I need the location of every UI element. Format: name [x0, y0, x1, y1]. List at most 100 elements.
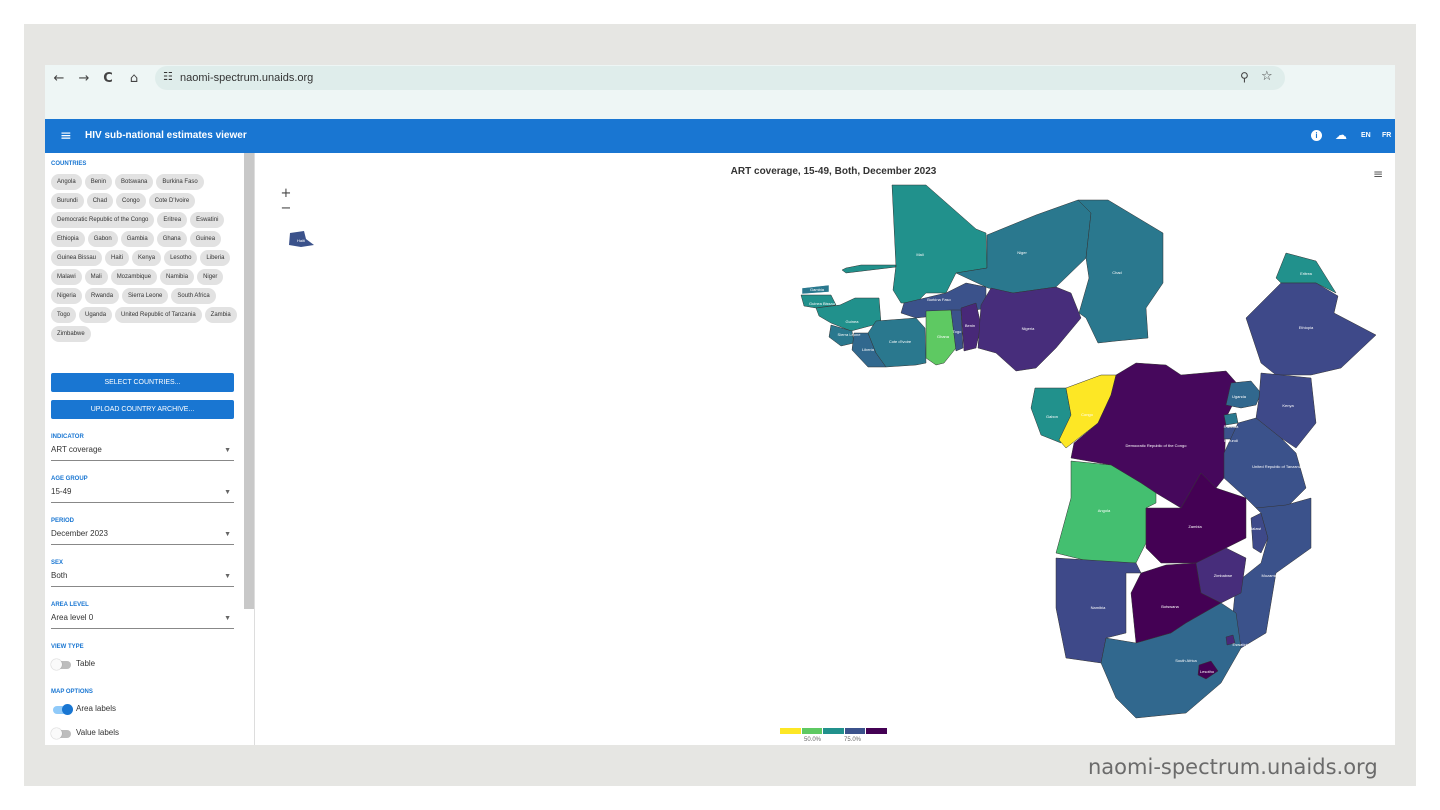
label-ghana: Ghana [937, 334, 950, 339]
label-haiti: Haiti [297, 238, 305, 243]
country-gambia[interactable] [801, 284, 830, 295]
label-angola: Angola [1098, 508, 1111, 513]
forward-icon[interactable]: → [78, 71, 90, 86]
country-chad[interactable] [1077, 199, 1164, 344]
country-chip[interactable]: Mozambique [110, 269, 158, 285]
country-zambia[interactable] [1145, 472, 1247, 564]
chevron-down-icon: ▼ [224, 531, 231, 538]
label-guinea: Guinea [846, 319, 860, 324]
country-lesotho[interactable] [1197, 660, 1219, 680]
country-sierra-leone[interactable] [828, 324, 855, 347]
period-select[interactable]: December 2023 ▼ [51, 529, 234, 545]
select-countries-button[interactable]: SELECT COUNTRIES... [51, 373, 234, 392]
country-benin[interactable] [960, 302, 982, 352]
label-guinea-bissau: Guinea Bissau [809, 301, 835, 306]
country-chip[interactable]: Burundi [51, 193, 84, 209]
country-chip[interactable]: Rwanda [85, 288, 120, 304]
area-level-select[interactable]: Area level 0 ▼ [51, 613, 234, 629]
language-en-button[interactable]: EN [1361, 132, 1371, 139]
app-title: HIV sub-national estimates viewer [85, 130, 247, 141]
url-text[interactable]: naomi-spectrum.unaids.org [180, 72, 314, 84]
browser-toolbar: ← → C ⌂ ☷ naomi-spectrum.unaids.org ⚲ ☆ [45, 65, 1395, 119]
area-labels-toggle[interactable] [53, 704, 73, 715]
country-chip[interactable]: United Republic of Tanzania [115, 307, 202, 323]
country-chip[interactable]: Haiti [105, 250, 130, 266]
country-chip[interactable]: South Africa [171, 288, 216, 304]
back-icon[interactable]: ← [53, 71, 65, 86]
label-botswana: Botswana [1161, 604, 1179, 609]
country-chip[interactable]: Malawi [51, 269, 82, 285]
address-bar[interactable]: ☷ naomi-spectrum.unaids.org ⚲ ☆ [155, 66, 1285, 90]
label-nigeria: Nigeria [1022, 326, 1035, 331]
chart-menu-icon[interactable]: ≡ [1373, 167, 1384, 181]
country-chip[interactable]: Botswana [115, 174, 154, 190]
table-toggle[interactable] [51, 659, 71, 670]
country-chip[interactable]: Ethiopia [51, 231, 85, 247]
home-icon[interactable]: ⌂ [129, 71, 139, 86]
age-group-select[interactable]: 15-49 ▼ [51, 487, 234, 503]
country-uganda[interactable] [1225, 380, 1262, 409]
site-settings-icon[interactable]: ☷ [163, 70, 173, 83]
area-level-label: AREA LEVEL [51, 602, 89, 608]
country-togo[interactable] [950, 309, 964, 352]
country-chip[interactable]: Zambia [204, 307, 237, 323]
country-chip[interactable]: Gabon [87, 231, 118, 247]
zoom-in-button[interactable]: + [280, 186, 292, 201]
bookmark-star-icon[interactable]: ☆ [1261, 69, 1273, 84]
country-cote-divoire[interactable] [867, 317, 927, 368]
country-chip[interactable]: Angola [51, 174, 82, 190]
country-nigeria[interactable] [977, 286, 1082, 372]
country-chip[interactable]: Niger [197, 269, 224, 285]
menu-icon[interactable]: ≡ [60, 128, 72, 144]
country-chip[interactable]: Nigeria [51, 288, 83, 304]
country-chip[interactable]: Eswatini [190, 212, 225, 228]
country-south-africa[interactable] [1100, 602, 1242, 719]
app-header: ≡ HIV sub-national estimates viewer i ☁ … [45, 119, 1395, 153]
country-chip[interactable]: Kenya [132, 250, 162, 266]
country-chip[interactable]: Guinea [189, 231, 222, 247]
legend-tick-label: 50.0% [804, 737, 822, 743]
sidebar-scrollbar[interactable] [244, 153, 254, 609]
label-drc: Democratic Republic of the Congo [1126, 443, 1188, 448]
zoom-icon[interactable]: ⚲ [1240, 70, 1249, 84]
upload-archive-button[interactable]: UPLOAD COUNTRY ARCHIVE... [51, 400, 234, 419]
cloud-download-icon[interactable]: ☁ [1335, 128, 1347, 142]
label-eritrea: Eritrea [1300, 271, 1313, 276]
language-fr-button[interactable]: FR [1382, 132, 1392, 139]
country-chip[interactable]: Sierra Leone [122, 288, 169, 304]
country-chip[interactable]: Mali [84, 269, 108, 285]
country-chip[interactable]: Democratic Republic of the Congo [51, 212, 155, 228]
age-group-value: 15-49 [51, 487, 72, 496]
map-legend: 50.0% 75.0% [780, 728, 888, 743]
country-haiti[interactable] [289, 231, 314, 247]
country-ethiopia[interactable] [1245, 282, 1377, 376]
country-chip[interactable]: Namibia [160, 269, 195, 285]
country-chip[interactable]: Ghana [156, 231, 187, 247]
value-labels-toggle[interactable] [51, 728, 71, 739]
country-chip[interactable]: Benin [84, 174, 113, 190]
country-namibia[interactable] [1055, 557, 1142, 664]
label-burkina-faso: Burkina Faso [927, 297, 951, 302]
country-chip[interactable]: Burkina Faso [156, 174, 204, 190]
indicator-select[interactable]: ART coverage ▼ [51, 445, 234, 461]
country-chip[interactable]: Liberia [200, 250, 231, 266]
country-chip[interactable]: Zimbabwe [51, 326, 91, 342]
country-chip[interactable]: Eritrea [157, 212, 188, 228]
legend-swatch [801, 728, 823, 734]
country-chip[interactable]: Gambia [120, 231, 154, 247]
label-mali: Mali [916, 252, 923, 257]
country-chip[interactable]: Cote D'Ivoire [148, 193, 196, 209]
country-chip[interactable]: Congo [116, 193, 146, 209]
country-chip[interactable]: Togo [51, 307, 77, 323]
country-chip[interactable]: Lesotho [164, 250, 198, 266]
sex-select[interactable]: Both ▼ [51, 571, 234, 587]
info-icon[interactable]: i [1311, 130, 1322, 141]
country-chip[interactable]: Chad [86, 193, 114, 209]
country-eswatini[interactable] [1225, 634, 1236, 646]
country-chip[interactable]: Guinea Bissau [51, 250, 103, 266]
sex-label: SEX [51, 560, 64, 566]
country-chip[interactable]: Uganda [79, 307, 113, 323]
country-kenya[interactable] [1255, 372, 1317, 449]
reload-icon[interactable]: C [103, 71, 113, 86]
zoom-out-button[interactable]: − [280, 201, 292, 216]
